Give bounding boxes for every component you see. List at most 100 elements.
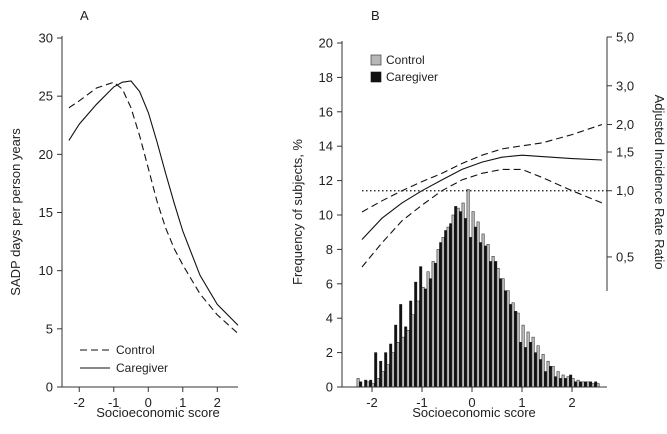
y2-tick-label: 2,0 (616, 117, 634, 132)
bar-control (591, 383, 595, 388)
bar-control (491, 256, 495, 388)
panel-b-secondary-axis-label: Adjusted Incidence Rate Ratio (652, 95, 667, 270)
panel-a-label: A (80, 8, 89, 23)
bar-control (566, 376, 570, 388)
y-tick-label: 2 (326, 345, 333, 360)
y2-tick-label: 3,0 (616, 78, 634, 93)
bar-caregiver (564, 378, 568, 388)
bar-control (391, 352, 395, 388)
bar-caregiver (524, 347, 528, 388)
bar-caregiver (569, 374, 573, 388)
bar-caregiver (454, 206, 458, 388)
bar-caregiver (494, 261, 498, 388)
panel-a-axes: 0 5 10 15 20 25 30 -2 -1 0 1 2 (39, 31, 238, 410)
legend-control-label: Control (386, 53, 425, 67)
bar-caregiver (449, 223, 453, 388)
bar-control (536, 345, 540, 388)
bar-caregiver (404, 326, 408, 388)
bar-control (546, 360, 550, 388)
bar-caregiver (369, 379, 373, 388)
bar-control (471, 211, 475, 388)
bar-caregiver (539, 359, 543, 388)
legend-caregiver-swatch (370, 71, 382, 83)
x-tick-label: 1 (179, 395, 186, 410)
bar-control (376, 378, 380, 388)
panel-b-x-axis-label: Socioeconomic score (412, 405, 536, 420)
bar-control (501, 278, 505, 388)
bar-caregiver (559, 378, 563, 388)
y-tick-label: 25 (39, 89, 53, 104)
panel-a: A 0 5 10 15 20 25 30 -2 -1 0 1 2 Socioeconomic scor… (8, 8, 239, 420)
panel-a-y-axis-label: SADP days per person years (8, 128, 23, 296)
panel-a-lines (68, 80, 239, 334)
x-tick-label: -2 (366, 395, 378, 410)
bar-caregiver (509, 304, 513, 388)
y-tick-label: 0 (46, 380, 53, 395)
bar-control (466, 188, 470, 388)
irr-upper-ci (361, 123, 603, 213)
bar-caregiver (384, 352, 388, 388)
bar-caregiver (479, 242, 483, 388)
bar-caregiver (444, 230, 448, 388)
bar-control (446, 226, 450, 388)
y-tick-label: 10 (319, 208, 333, 223)
y-tick-label: 14 (319, 139, 333, 154)
y-tick-label: 0 (326, 380, 333, 395)
x-tick-label: 2 (568, 395, 575, 410)
y-tick-label: 30 (39, 31, 53, 46)
bar-caregiver (469, 237, 473, 388)
y-tick-label: 15 (39, 205, 53, 220)
bar-control (581, 381, 585, 388)
bar-caregiver (474, 226, 478, 388)
bar-caregiver (429, 278, 433, 388)
bar-control (396, 342, 400, 388)
y-tick-label: 8 (326, 242, 333, 257)
bar-caregiver (464, 218, 468, 388)
bar-caregiver (549, 366, 553, 388)
bar-control (426, 271, 430, 388)
bar-caregiver (409, 300, 413, 388)
y-tick-label: 16 (319, 104, 333, 119)
bar-control (441, 237, 445, 388)
bar-caregiver (424, 288, 428, 388)
bar-control (571, 378, 575, 388)
bar-control (556, 371, 560, 388)
y2-tick-label: 1,0 (616, 183, 634, 198)
bar-control (456, 207, 460, 388)
bar-control (496, 268, 500, 388)
bar-caregiver (574, 381, 578, 388)
bar-caregiver (499, 278, 503, 388)
irr-lower-ci (361, 168, 603, 268)
bar-control (576, 379, 580, 388)
bar-caregiver (534, 352, 538, 388)
bar-control (411, 314, 415, 388)
bar-caregiver (484, 245, 488, 388)
legend-caregiver-label: Caregiver (386, 70, 438, 84)
x-tick-label: -1 (416, 395, 428, 410)
bar-control (596, 383, 600, 388)
bar-caregiver (419, 266, 423, 388)
bar-caregiver (489, 261, 493, 388)
bar-control (451, 214, 455, 388)
x-tick-label: 0 (468, 395, 475, 410)
bar-control (381, 371, 385, 388)
panel-b-y-axis-label: Frequency of subjects, % (290, 139, 305, 285)
bar-caregiver (579, 381, 583, 388)
bar-control (486, 243, 490, 388)
y2-tick-label: 5,0 (616, 30, 634, 45)
bar-control (436, 249, 440, 388)
x-tick-label: -1 (108, 395, 120, 410)
y2-tick-label: 0,5 (616, 249, 634, 264)
bar-control (366, 381, 370, 388)
bar-control (431, 261, 435, 388)
bar-control (511, 302, 515, 388)
y2-tick-label: 1,5 (616, 144, 634, 159)
bar-control (421, 286, 425, 388)
x-tick-label: 1 (518, 395, 525, 410)
y-tick-label: 20 (39, 147, 53, 162)
bar-control (476, 221, 480, 388)
y-tick-label: 20 (319, 36, 333, 51)
bar-control (531, 336, 535, 388)
